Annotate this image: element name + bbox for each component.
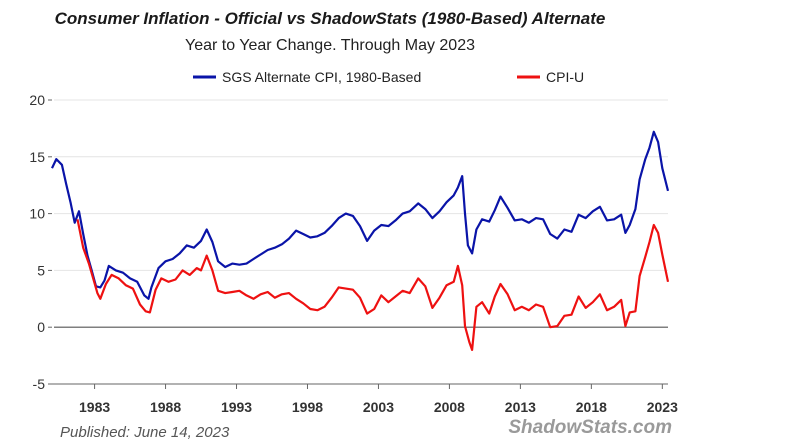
chart-subtitle: Year to Year Change. Through May 2023 xyxy=(185,37,475,54)
series-line-cpiu xyxy=(76,219,670,351)
series-line-sgs xyxy=(51,130,670,300)
xtick-label-7: 2018 xyxy=(576,399,607,415)
ytick-label-4: 15 xyxy=(29,149,45,165)
ytick-label-3: 10 xyxy=(29,206,45,222)
xtick-label-0: 1983 xyxy=(79,399,110,415)
xtick-label-6: 2013 xyxy=(505,399,536,415)
legend: SGS Alternate CPI, 1980-Based CPI-U xyxy=(193,69,584,85)
xtick-label-4: 2003 xyxy=(363,399,394,415)
ytick-label-5: 20 xyxy=(29,92,45,108)
ytick-label-1: 0 xyxy=(37,319,45,335)
legend-label-sgs: SGS Alternate CPI, 1980-Based xyxy=(222,69,421,85)
xtick-label-2: 1993 xyxy=(221,399,252,415)
series-lines xyxy=(51,130,670,351)
watermark-logo: ShadowStats.com xyxy=(508,417,672,438)
xtick-label-5: 2008 xyxy=(434,399,465,415)
chart-title: Consumer Inflation - Official vs ShadowS… xyxy=(55,9,606,28)
xtick-label-8: 2023 xyxy=(647,399,678,415)
x-axis: 1983 1988 1993 1998 2003 2008 2013 2018 2023 xyxy=(52,383,678,415)
gridlines xyxy=(54,99,668,385)
published-date: Published: June 14, 2023 xyxy=(60,424,230,441)
legend-label-cpiu: CPI-U xyxy=(546,69,584,85)
ytick-label-2: 5 xyxy=(37,262,45,278)
y-axis: -5 0 5 10 15 20 xyxy=(29,92,52,392)
ytick-label-0: -5 xyxy=(33,376,46,392)
xtick-label-1: 1988 xyxy=(150,399,181,415)
xtick-label-3: 1998 xyxy=(292,399,323,415)
